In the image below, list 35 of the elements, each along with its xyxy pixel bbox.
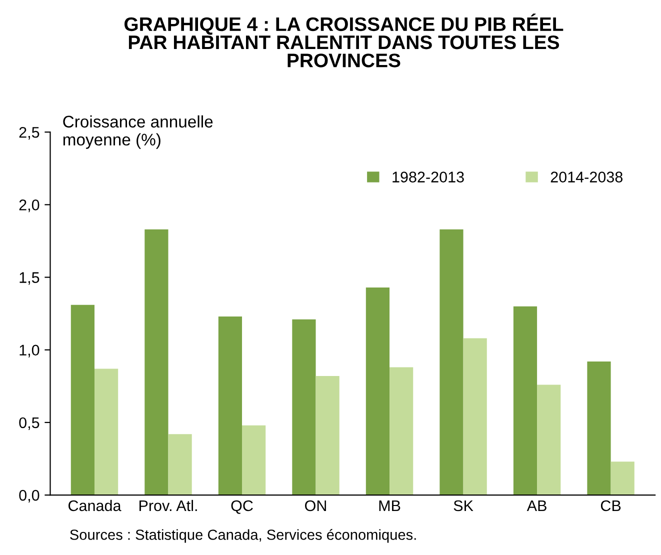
- chart-title: GRAPHIQUE 4 : LA CROISSANCE DU PIB RÉEL PAR HABITANT RALENTIT DANS TOUTES LES PROVINCES: [124, 14, 564, 68]
- bar: [242, 425, 266, 496]
- bar: [94, 368, 118, 496]
- legend-label: 2014-2038: [550, 172, 622, 182]
- x-tick-label: MB: [379, 500, 400, 511]
- bar: [513, 306, 538, 496]
- bar: [70, 304, 94, 496]
- y-tick-label: 0,0: [19, 490, 40, 503]
- y-tick-label: 1,0: [20, 344, 40, 358]
- y-axis-title: Croissance annuelle moyenne (%): [63, 115, 213, 149]
- x-tick-label: CB: [600, 500, 621, 512]
- source-note: Sources : Statistique Canada, Services économiques.: [70, 529, 416, 543]
- y-tick-label: 2,0: [19, 200, 40, 212]
- x-tick-label: Prov. Atl.: [140, 500, 197, 512]
- bar: [168, 434, 192, 496]
- bar: [390, 367, 414, 496]
- bar: [218, 316, 242, 496]
- x-tick-label: ON: [305, 500, 326, 512]
- legend-label: 1982-2013: [392, 172, 464, 182]
- bar: [463, 338, 487, 496]
- x-tick-label: SK: [454, 500, 474, 512]
- x-tick-label: AB: [526, 500, 546, 511]
- y-tick-label: 2,5: [19, 126, 40, 140]
- bar: [366, 287, 390, 496]
- bar: [440, 229, 464, 496]
- bar: [537, 384, 561, 496]
- bar: [292, 319, 316, 496]
- x-tick-label: QC: [231, 500, 253, 514]
- y-tick-label: 0,5: [19, 417, 40, 430]
- bar: [316, 376, 340, 496]
- bar: [144, 229, 168, 496]
- bar: [587, 361, 611, 496]
- x-tick-label: Canada: [68, 500, 122, 512]
- y-tick-label: 1,5: [20, 272, 40, 285]
- bar: [610, 462, 634, 496]
